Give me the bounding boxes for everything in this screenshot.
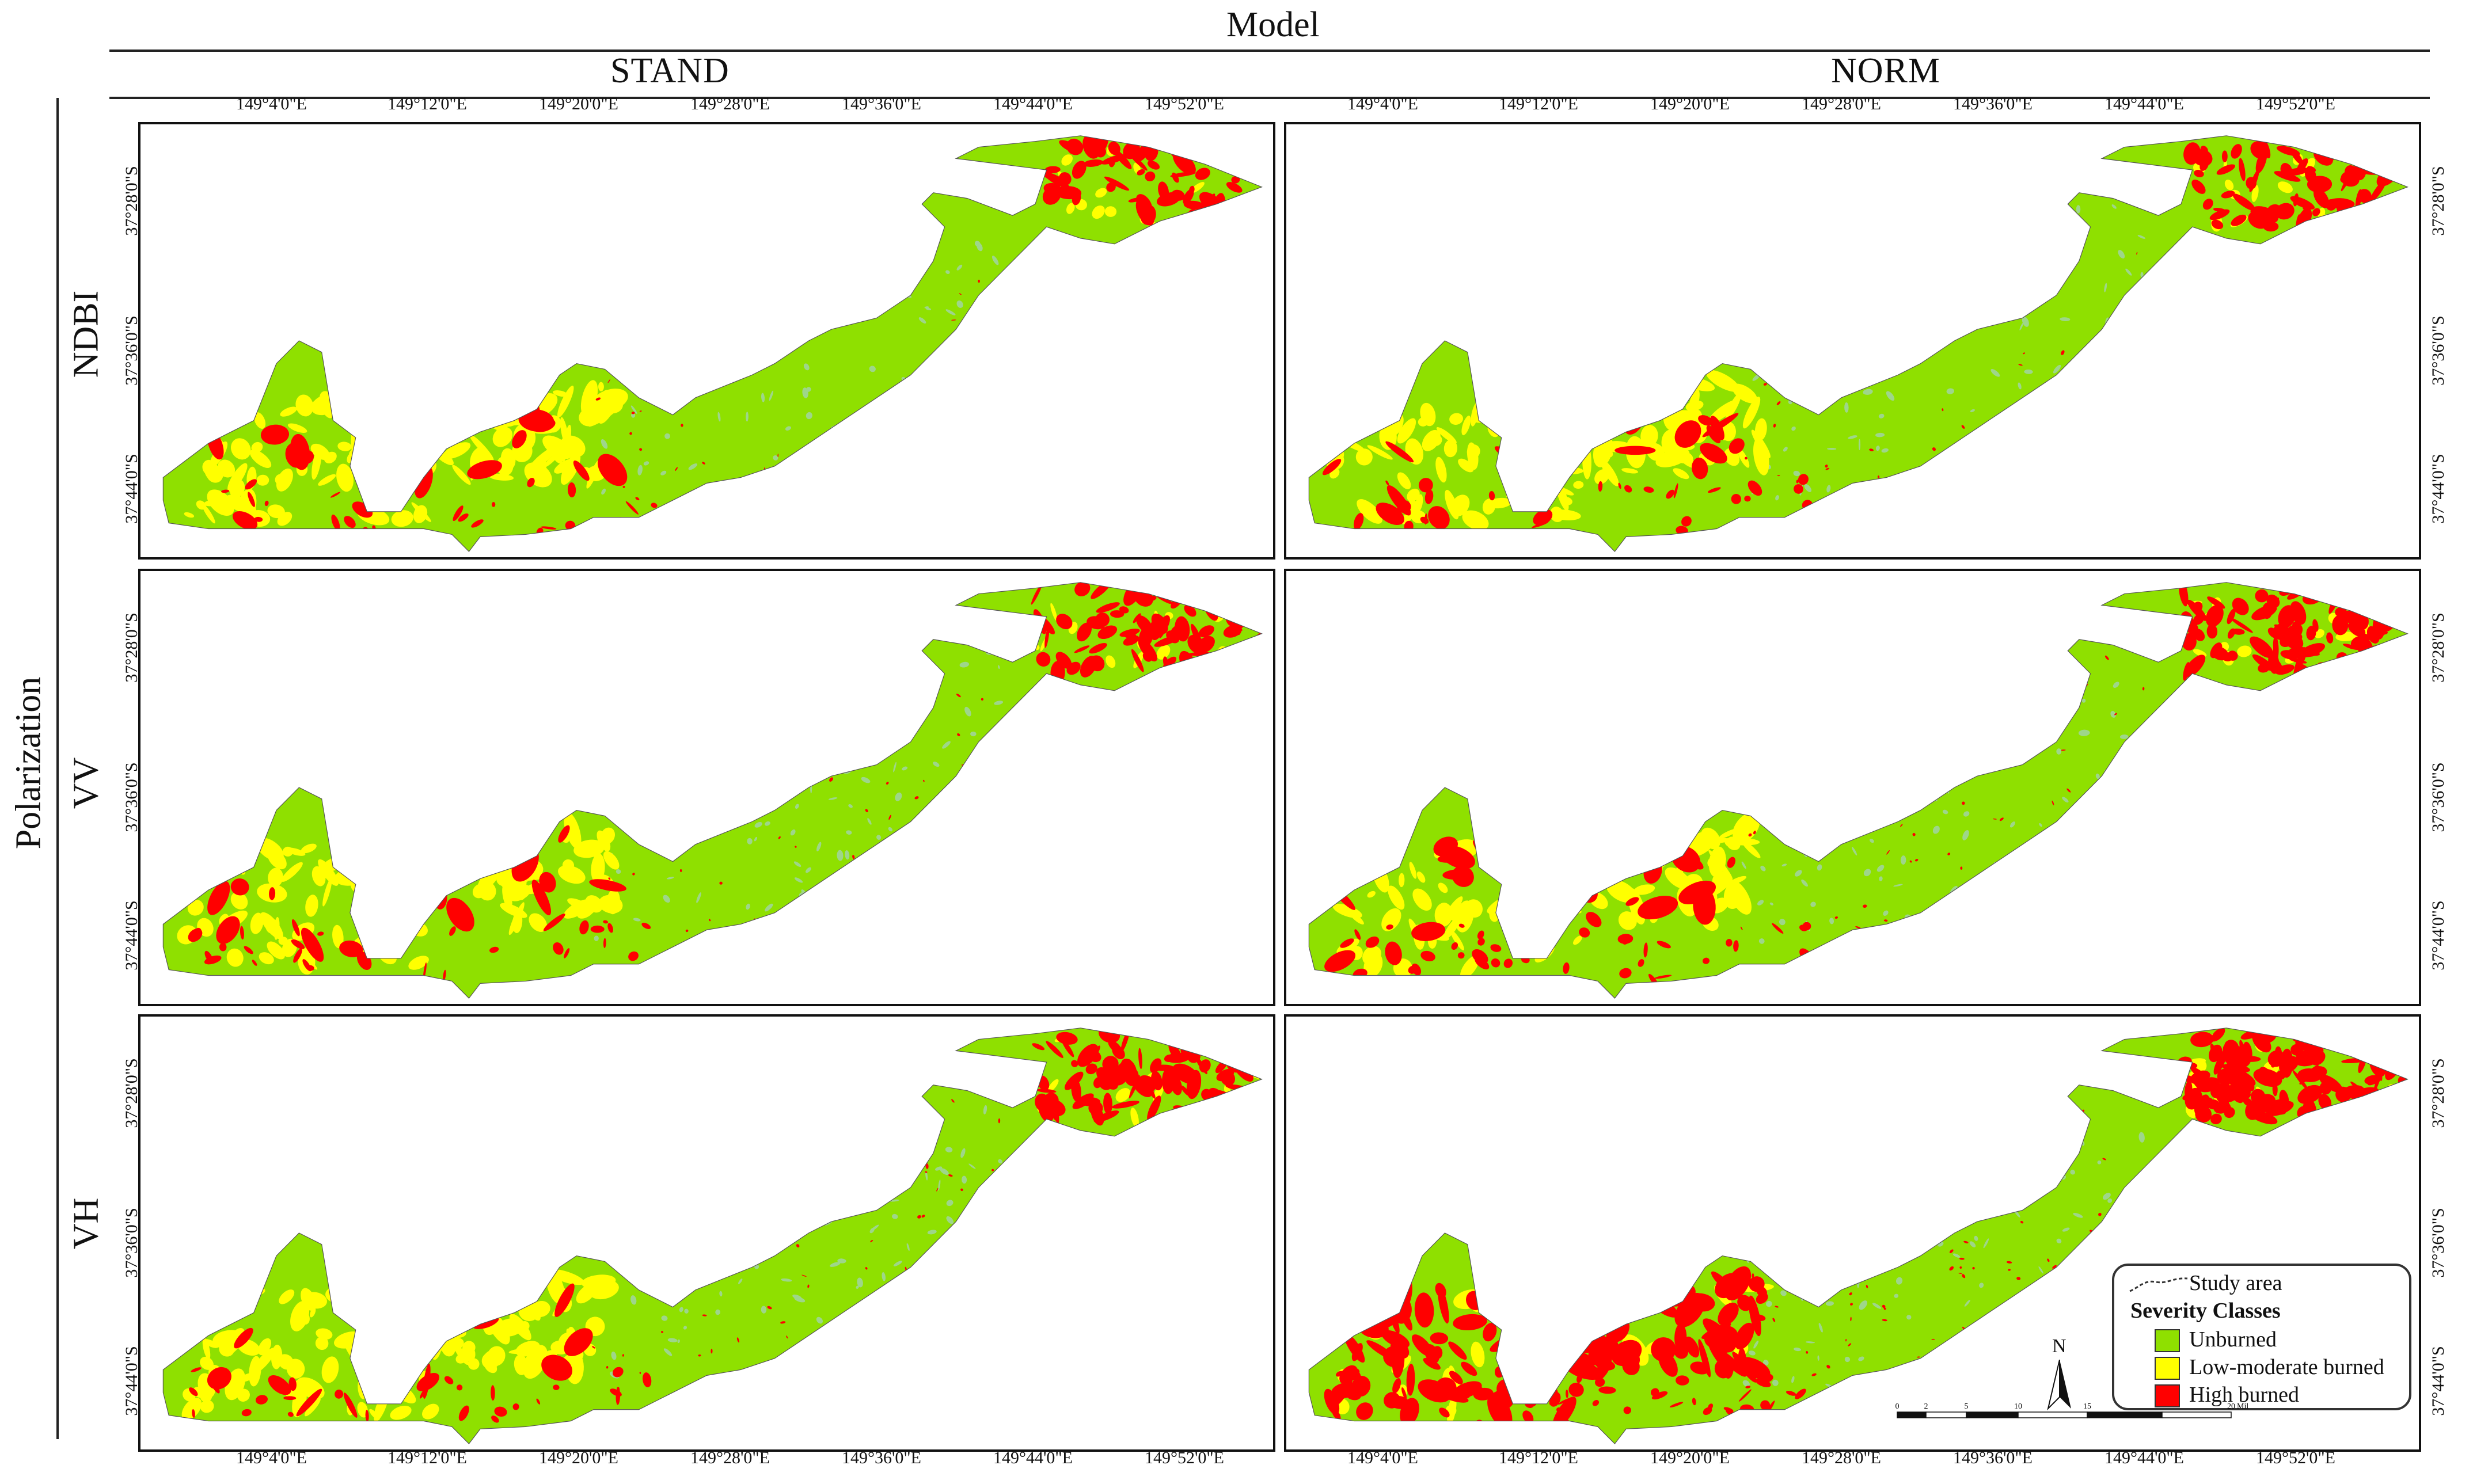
column-underline bbox=[109, 97, 2430, 99]
legend-study-area-label: Study area bbox=[2189, 1271, 2282, 1295]
lon-tick-label: 149°52'0"E bbox=[2256, 1448, 2335, 1467]
lon-tick-label: 149°12'0"E bbox=[388, 94, 467, 113]
lon-tick-label: 149°44'0"E bbox=[2104, 94, 2184, 113]
study-area-unburned bbox=[163, 582, 1262, 999]
map-panel-norm-ndbi bbox=[1284, 122, 2421, 560]
north-arrow-label: N bbox=[2052, 1335, 2066, 1357]
lon-tick-label: 149°28'0"E bbox=[1802, 94, 1881, 113]
severity-map bbox=[1308, 135, 2409, 553]
lon-tick-label: 149°20'0"E bbox=[1650, 1448, 1730, 1467]
lon-tick-label: 149°52'0"E bbox=[1145, 1448, 1224, 1467]
study-area-icon bbox=[2129, 1277, 2188, 1292]
north-arrow-icon bbox=[2047, 1360, 2071, 1411]
lon-tick-label: 149°44'0"E bbox=[2104, 1448, 2184, 1467]
scale-bar-graphic: 0 2 5 10 15 20Miles bbox=[1895, 1402, 2255, 1418]
lon-tick-label: 149°28'0"E bbox=[1802, 1448, 1881, 1467]
legend-swatch-low-moderate bbox=[2155, 1357, 2180, 1380]
lat-tick-label: 37°28'0"S bbox=[122, 166, 141, 236]
lon-tick-label: 149°20'0"E bbox=[1650, 94, 1730, 113]
lat-tick-label: 37°28'0"S bbox=[122, 1058, 141, 1128]
lat-tick-label: 37°36'0"S bbox=[2429, 762, 2448, 832]
map-panel-stand-ndbi bbox=[138, 122, 1275, 560]
study-area-unburned bbox=[1309, 1028, 2408, 1444]
lat-tick-label: 37°44'0"S bbox=[122, 900, 141, 971]
legend-label-high: High burned bbox=[2189, 1383, 2300, 1407]
lat-tick-label: 37°36'0"S bbox=[2429, 315, 2448, 386]
severity-map bbox=[1308, 1028, 2409, 1445]
lon-tick-label: 149°36'0"E bbox=[1953, 94, 2033, 113]
lat-tick-label: 37°44'0"S bbox=[2429, 454, 2448, 524]
lat-tick-label: 37°28'0"S bbox=[2429, 1058, 2448, 1128]
lon-tick-label: 149°44'0"E bbox=[993, 94, 1073, 113]
legend-label-unburned: Unburned bbox=[2189, 1327, 2277, 1352]
model-title: Model bbox=[1226, 5, 1320, 44]
lon-tick-label: 149°36'0"E bbox=[842, 1448, 921, 1467]
legend-label-low-moderate: Low-moderate burned bbox=[2189, 1355, 2384, 1379]
study-area-unburned bbox=[1309, 135, 2408, 552]
lon-tick-label: 149°20'0"E bbox=[539, 94, 618, 113]
scale-bar: 0 2 5 10 15 20Miles bbox=[1891, 1396, 2255, 1430]
severity-map bbox=[162, 582, 1263, 999]
lat-tick-label: 37°44'0"S bbox=[2429, 900, 2448, 971]
column-heading-stand: STAND bbox=[610, 51, 730, 90]
scale-bar-unit: Miles bbox=[2237, 1402, 2248, 1411]
scale-bar-tick: 10 bbox=[2014, 1402, 2022, 1411]
severity-map bbox=[1308, 582, 2409, 999]
lon-tick-label: 149°52'0"E bbox=[2256, 94, 2335, 113]
lat-tick-label: 37°28'0"S bbox=[2429, 612, 2448, 683]
lat-tick-label: 37°44'0"S bbox=[2429, 1346, 2448, 1416]
lat-tick-label: 37°36'0"S bbox=[122, 762, 141, 832]
lon-tick-label: 149°28'0"E bbox=[690, 1448, 770, 1467]
lon-tick-label: 149°4'0"E bbox=[1347, 1448, 1418, 1467]
lon-tick-label: 149°20'0"E bbox=[539, 1448, 618, 1467]
study-area-unburned bbox=[163, 135, 1262, 552]
lat-tick-label: 37°36'0"S bbox=[122, 1208, 141, 1278]
lon-tick-label: 149°36'0"E bbox=[1953, 1448, 2033, 1467]
lat-tick-label: 37°44'0"S bbox=[122, 1346, 141, 1416]
model-underline bbox=[109, 50, 2430, 52]
lon-tick-label: 149°28'0"E bbox=[690, 94, 770, 113]
legend-swatch-unburned bbox=[2155, 1329, 2180, 1352]
row-heading-ndbi: NDBI bbox=[66, 290, 106, 378]
scale-bar-tick: 2 bbox=[1924, 1402, 1928, 1411]
polarization-line bbox=[56, 98, 59, 1439]
lon-tick-label: 149°4'0"E bbox=[1347, 94, 1418, 113]
map-panel-norm-vv bbox=[1284, 569, 2421, 1006]
lon-tick-label: 149°12'0"E bbox=[388, 1448, 467, 1467]
severity-map bbox=[162, 135, 1263, 553]
row-heading-vv: VV bbox=[66, 757, 106, 809]
map-panel-stand-vh bbox=[138, 1014, 1275, 1452]
map-panel-stand-vv bbox=[138, 569, 1275, 1006]
lon-tick-label: 149°36'0"E bbox=[842, 94, 921, 113]
scale-bar-tick: 5 bbox=[1965, 1402, 1969, 1411]
lon-tick-label: 149°4'0"E bbox=[236, 94, 307, 113]
lat-tick-label: 37°44'0"S bbox=[122, 454, 141, 524]
legend-title: Severity Classes bbox=[2130, 1299, 2281, 1323]
study-area-unburned bbox=[1309, 582, 2408, 999]
lat-tick-label: 37°36'0"S bbox=[2429, 1208, 2448, 1278]
lat-tick-label: 37°28'0"S bbox=[2429, 166, 2448, 236]
legend: Study area Severity Classes Unburned Low… bbox=[2112, 1264, 2411, 1410]
severity-map bbox=[162, 1028, 1263, 1445]
lat-tick-label: 37°28'0"S bbox=[122, 612, 141, 683]
scale-bar-tick: 0 bbox=[1895, 1402, 1900, 1411]
lon-tick-label: 149°52'0"E bbox=[1145, 94, 1224, 113]
lon-tick-label: 149°4'0"E bbox=[236, 1448, 307, 1467]
polarization-label: Polarization bbox=[9, 676, 48, 850]
scale-bar-tick: 20 bbox=[2227, 1402, 2235, 1411]
study-area-unburned bbox=[163, 1028, 1262, 1444]
scale-bar-tick: 15 bbox=[2083, 1402, 2091, 1411]
lon-tick-label: 149°12'0"E bbox=[1499, 94, 1578, 113]
column-heading-norm: NORM bbox=[1831, 51, 1941, 90]
row-heading-vh: VH bbox=[66, 1197, 106, 1250]
lon-tick-label: 149°44'0"E bbox=[993, 1448, 1073, 1467]
lon-tick-label: 149°12'0"E bbox=[1499, 1448, 1578, 1467]
lat-tick-label: 37°36'0"S bbox=[122, 315, 141, 386]
legend-swatch-high bbox=[2155, 1384, 2180, 1407]
